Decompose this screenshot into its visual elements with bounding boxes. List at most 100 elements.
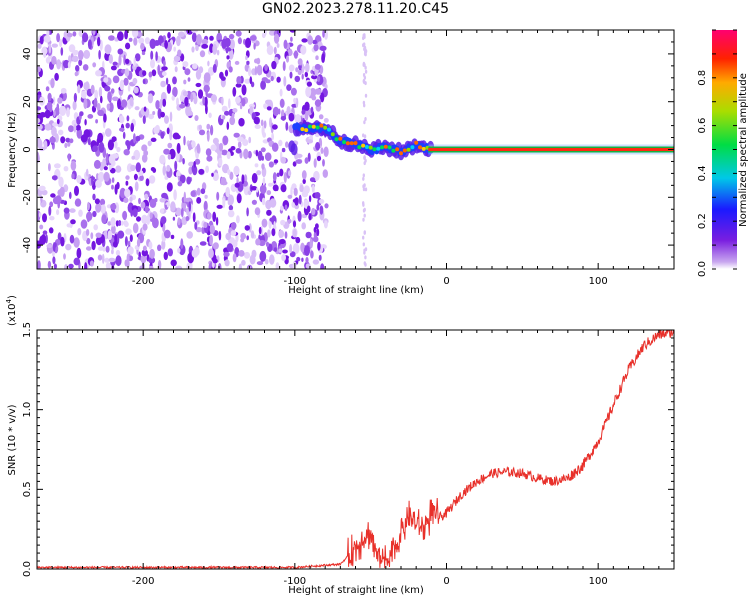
noise-cell-892 — [271, 132, 274, 141]
noise-cell-1254 — [275, 185, 279, 192]
noise-cell-1297 — [322, 30, 325, 38]
noise-cell-644 — [264, 64, 268, 71]
noise-cell-774 — [227, 200, 232, 206]
noise-cell-1129 — [98, 171, 105, 182]
noise-cell-1394 — [97, 36, 101, 47]
noise-cell-1135 — [139, 265, 144, 269]
noise-cell-1137 — [52, 122, 59, 127]
noise-cell-1026 — [78, 209, 83, 217]
noise-cell-373 — [259, 184, 267, 194]
noise-cell-494 — [255, 238, 261, 246]
noise-cell-1374 — [230, 230, 237, 237]
noise-cell-1257 — [130, 164, 136, 172]
noise-cell-133 — [315, 55, 319, 60]
noise-cell-1222 — [67, 61, 71, 69]
noise-cell-785 — [173, 46, 176, 52]
noise-cell-1094 — [163, 60, 166, 67]
noise-cell-797 — [225, 47, 232, 52]
noise-cell-716 — [273, 247, 277, 252]
noise-cell-932 — [119, 79, 125, 91]
noise-cell-852 — [148, 175, 156, 184]
noise-cell-868 — [246, 60, 250, 65]
noise-cell-407 — [60, 236, 65, 247]
noise-cell-698 — [104, 44, 112, 55]
noise-cell-1053 — [212, 63, 217, 73]
noise-cell-86 — [151, 69, 157, 77]
noise-cell-105 — [41, 189, 48, 196]
noise-cell-1139 — [124, 68, 130, 77]
noise-cell-862 — [276, 76, 281, 83]
noise-cell-969 — [150, 137, 157, 142]
noise-cell-568 — [308, 195, 312, 203]
noise-cell-1126 — [46, 101, 53, 110]
noise-cell-1014 — [37, 124, 43, 130]
noise-cell-877 — [207, 212, 212, 220]
noise-cell-950 — [100, 204, 107, 214]
noise-cell-358 — [92, 193, 96, 201]
noise-cell-895 — [128, 37, 133, 42]
noise-cell-876 — [314, 132, 320, 138]
noise-cell-738 — [46, 244, 53, 248]
noise-cell-704 — [125, 228, 132, 235]
noise-cell-159 — [248, 223, 252, 233]
noise-cell-1186 — [204, 194, 208, 199]
noise-cell-1231 — [322, 169, 328, 178]
noise-cell-674 — [166, 127, 170, 135]
x-tick-label: -200 — [132, 576, 155, 587]
noise-cell-791 — [310, 106, 314, 114]
noise-cell-279 — [166, 182, 173, 192]
noise-cell-1359 — [225, 232, 231, 241]
noise-cell-198 — [206, 131, 210, 142]
noise-cell-918 — [107, 230, 113, 241]
noise-cell-1216 — [37, 43, 42, 49]
noise-cell-75 — [239, 104, 243, 110]
noise-cell-580 — [139, 175, 144, 181]
noise-cell-609 — [281, 254, 286, 262]
noise-cell-558 — [228, 33, 235, 40]
noise-cell-246 — [276, 172, 280, 177]
noise-cell-1009 — [241, 174, 245, 185]
noise-cell-516 — [284, 231, 288, 239]
noise-cell-1452 — [362, 242, 365, 247]
noise-cell-588 — [316, 155, 322, 162]
noise-cell-1233 — [41, 46, 48, 56]
colorbar-tick-label: 0.0 — [697, 261, 708, 277]
noise-cell-954 — [321, 53, 325, 63]
noise-cell-1148 — [305, 62, 310, 73]
noise-cell-402 — [65, 137, 71, 143]
noise-cell-1193 — [306, 81, 312, 87]
noise-cell-1101 — [83, 98, 88, 110]
noise-cell-502 — [62, 59, 70, 69]
noise-cell-705 — [226, 151, 231, 160]
noise-cell-437 — [216, 191, 220, 201]
noise-cell-524 — [167, 142, 173, 149]
noise-cell-1174 — [131, 30, 139, 38]
noise-cell-523 — [39, 35, 44, 45]
noise-cell-604 — [283, 76, 287, 87]
noise-cell-509 — [212, 172, 219, 181]
noise-cell-1068 — [48, 205, 52, 216]
noise-cell-943 — [304, 157, 309, 164]
noise-cell-450 — [260, 80, 266, 90]
noise-cell-1286 — [200, 188, 206, 195]
track-peak-1603 — [376, 146, 381, 151]
noise-cell-487 — [97, 109, 105, 117]
noise-cell-1418 — [363, 213, 366, 218]
noise-cell-211 — [75, 124, 81, 131]
snr-series-line — [37, 330, 674, 569]
noise-cell-458 — [289, 71, 293, 79]
noise-cell-1052 — [270, 75, 274, 82]
noise-cell-542 — [311, 75, 318, 80]
noise-cell-1150 — [80, 134, 88, 143]
noise-cell-65 — [221, 105, 228, 113]
noise-cell-893 — [212, 242, 219, 250]
track-peak-1586 — [311, 124, 316, 129]
noise-cell-910 — [323, 146, 329, 158]
noise-cell-1112 — [66, 223, 72, 228]
track-peak-1591 — [330, 132, 335, 137]
colorbar: 0.0 0.2 0.4 0.6 0.8 Normalized spectral ampl… — [697, 29, 749, 277]
noise-cell-1455 — [363, 250, 366, 255]
noise-cell-1283 — [56, 118, 60, 125]
track-peak-1588 — [319, 123, 324, 128]
noise-cell-1212 — [250, 230, 255, 239]
